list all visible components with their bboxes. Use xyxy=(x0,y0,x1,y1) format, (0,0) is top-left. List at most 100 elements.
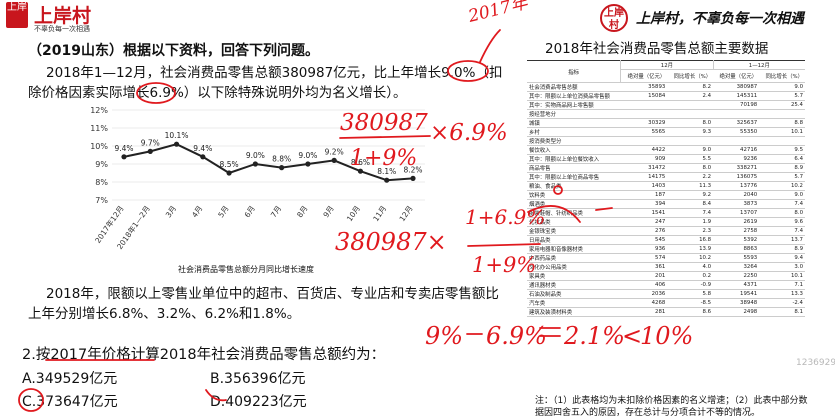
row-value: 10.1 xyxy=(759,271,805,281)
row-value: 7.4 xyxy=(759,226,805,236)
row-value: 145311 xyxy=(713,91,760,101)
row-value: 5593 xyxy=(713,253,760,263)
table-row: 家具类 201 0.2 2250 10.1 xyxy=(527,271,805,281)
row-value: 9236 xyxy=(713,154,760,164)
row-value: 9.0 xyxy=(759,190,805,200)
row-value: 9.3 xyxy=(667,127,714,137)
table-row: 文化办公用品类 361 4.0 3264 3.0 xyxy=(527,262,805,272)
data-point xyxy=(252,161,258,167)
hw-denominator-1: 1+9% xyxy=(350,146,417,171)
row-value xyxy=(713,109,760,119)
row-label: 商品零售 xyxy=(527,163,621,173)
subheader-2: 绝对量（亿元） xyxy=(713,69,760,83)
data-label: 8.2% xyxy=(403,165,422,174)
table-row: 烟酒类 394 8.4 3873 7.4 xyxy=(527,199,805,209)
row-label: 粮油、食品类 xyxy=(527,181,621,191)
row-value: 2619 xyxy=(713,217,760,227)
row-value: 5565 xyxy=(620,127,668,137)
row-value: 247 xyxy=(620,217,668,227)
row-value: 31472 xyxy=(620,163,668,173)
option-d[interactable]: D.409223亿元 xyxy=(210,394,307,410)
row-value: 10.1 xyxy=(759,127,805,137)
data-label: 8.1% xyxy=(377,167,396,176)
row-label: 按消费类型分 xyxy=(527,136,621,146)
paragraph-2-line-1: 2018年，限额以上零售业单位中的超市、百货店、专业店和专卖店零售额比 xyxy=(46,286,499,302)
row-value: 8.0 xyxy=(667,163,714,173)
option-a[interactable]: A.349529亿元 xyxy=(22,371,118,387)
option-b[interactable]: B.356396亿元 xyxy=(210,371,306,387)
hw-fraction-bar-2 xyxy=(467,243,541,247)
table-row: 其中：限额以上单位餐饮收入 909 5.5 9236 6.4 xyxy=(527,154,805,164)
data-label: 9.7% xyxy=(141,138,160,147)
y-tick-label: 7% xyxy=(95,196,108,205)
hw-ten: 10% xyxy=(640,322,693,350)
row-label: 服装鞋帽、针纺织品类 xyxy=(527,208,621,218)
row-value: 10.2 xyxy=(667,253,714,263)
table-row: 餐饮收入 4422 9.0 42716 9.5 xyxy=(527,145,805,155)
row-value: 8.0 xyxy=(667,118,714,128)
data-label: 9.0% xyxy=(246,151,265,160)
row-value: 10.2 xyxy=(759,181,805,191)
row-label: 其中：限额以上单位商品零售 xyxy=(527,172,621,182)
row-value: 5.8 xyxy=(667,289,714,299)
row-value: 3.0 xyxy=(759,262,805,272)
subheader-1: 同比增长（%） xyxy=(667,69,714,83)
row-value: 7.1 xyxy=(759,280,805,290)
row-value: 14175 xyxy=(620,172,668,182)
row-value: 16.8 xyxy=(667,235,714,245)
table-row: 社会消费品零售总额 35893 8.2 380987 9.0 xyxy=(527,82,805,92)
row-label: 日用品类 xyxy=(527,235,621,245)
table-row: 其中：实物商品网上零售额 70198 25.4 xyxy=(527,100,805,110)
data-point xyxy=(173,141,180,147)
row-value: 13776 xyxy=(713,181,760,191)
hw-equals xyxy=(539,327,561,337)
table-title: 2018年社会消费品零售总额主要数据 xyxy=(545,41,769,57)
row-label: 金银珠宝类 xyxy=(527,226,621,236)
row-value: 338271 xyxy=(713,163,760,173)
table-row: 中西药品类 574 10.2 5593 9.4 xyxy=(527,253,805,263)
y-tick-label: 11% xyxy=(90,124,108,133)
row-value: 281 xyxy=(620,307,668,317)
row-value: 545 xyxy=(620,235,668,245)
row-label: 饮料类 xyxy=(527,190,621,200)
row-value: 25.4 xyxy=(759,100,805,110)
row-value: 2036 xyxy=(620,289,668,299)
option-c[interactable]: C.373647亿元 xyxy=(22,394,118,410)
data-point xyxy=(331,157,337,163)
row-value: 9.5 xyxy=(759,145,805,155)
table-row: 通讯器材类 406 -0.9 4371 7.1 xyxy=(527,280,805,290)
header-indicator: 指标 xyxy=(527,60,622,83)
row-value: 394 xyxy=(620,199,668,209)
data-point xyxy=(384,177,390,183)
table-row: 粮油、食品类 1403 11.3 13776 10.2 xyxy=(527,181,805,191)
hw-nine: 9% xyxy=(425,322,463,350)
row-value: 13707 xyxy=(713,208,760,218)
brand-logo: 上岸村 xyxy=(600,4,628,32)
subheader-3: 同比增长（%） xyxy=(759,69,805,83)
table-row: 金银珠宝类 276 2.3 2758 7.4 xyxy=(527,226,805,236)
table-body: 社会消费品零售总额 35893 8.2 380987 9.0 其中：限额以上单位消费品零售… xyxy=(527,82,805,317)
table-row: 化妆品类 247 1.9 2619 9.6 xyxy=(527,217,805,227)
row-value: 4268 xyxy=(620,298,668,308)
row-value: 2498 xyxy=(713,307,760,317)
row-value: 8.0 xyxy=(759,208,805,218)
table-row: 家用电器和音像器材类 936 13.9 8863 8.9 xyxy=(527,244,805,254)
row-value: 9.4 xyxy=(759,253,805,263)
table-row: 汽车类 4268 -8.5 38948 -2.4 xyxy=(527,298,805,308)
row-label: 文化办公用品类 xyxy=(527,262,621,272)
data-label: 9.2% xyxy=(325,147,344,156)
row-value xyxy=(759,136,805,146)
row-value: 1403 xyxy=(620,181,668,191)
row-value: 70198 xyxy=(713,100,760,110)
row-value: -8.5 xyxy=(667,298,714,308)
mark-option-d xyxy=(205,389,227,402)
table-note: 注：（1）此表格均为未扣除价格因素的名义增速；（2）此表中部分数 xyxy=(535,396,808,406)
paragraph-1-line-2: 除价格因素实际增长6.9%）以下除特殊说明外均为名义增长）。 xyxy=(28,85,407,101)
stats-table-wrap: 指标 12月 1—12月 绝对量（亿元） 同比增长（%） 绝对量（亿元） 同比增… xyxy=(527,60,805,317)
y-tick-label: 12% xyxy=(90,106,108,115)
row-value: 2040 xyxy=(713,190,760,200)
row-value: 8.9 xyxy=(759,163,805,173)
row-label: 通讯器材类 xyxy=(527,280,621,290)
hw-less-than: < xyxy=(622,322,642,350)
row-label: 家用电器和音像器材类 xyxy=(527,244,621,254)
